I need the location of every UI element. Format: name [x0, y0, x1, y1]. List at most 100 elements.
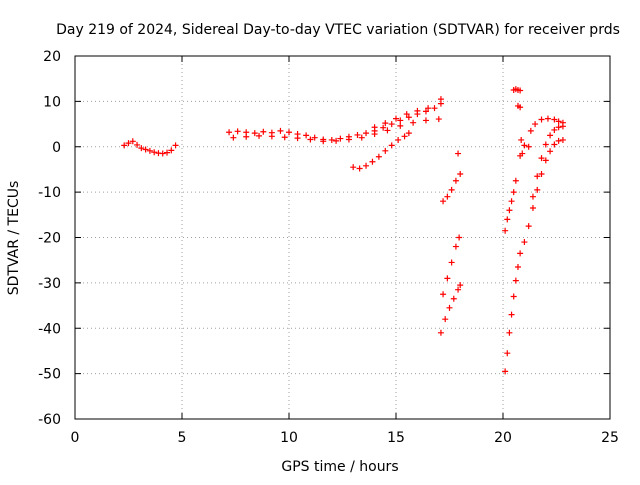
- data-point: [369, 158, 376, 165]
- data-point: [510, 293, 517, 300]
- y-tick-label: 20: [43, 49, 61, 65]
- y-tick-label: -20: [38, 231, 61, 247]
- data-point: [234, 128, 241, 135]
- data-points: [121, 86, 566, 375]
- data-point: [382, 120, 389, 127]
- x-tick-label: 25: [601, 430, 619, 446]
- data-point: [538, 170, 545, 177]
- data-point: [431, 105, 438, 112]
- data-point: [534, 173, 541, 180]
- data-point: [440, 198, 447, 205]
- data-point: [457, 282, 464, 289]
- x-tick-label: 10: [280, 430, 298, 446]
- data-point: [397, 117, 404, 124]
- data-point: [125, 140, 132, 147]
- data-point: [256, 132, 263, 139]
- data-point: [529, 205, 536, 212]
- data-point: [159, 150, 166, 157]
- data-point: [559, 136, 566, 143]
- data-point: [226, 129, 233, 136]
- data-point: [444, 275, 451, 282]
- data-point: [388, 142, 395, 149]
- data-point: [508, 198, 515, 205]
- data-point: [525, 223, 532, 230]
- data-point: [303, 132, 310, 139]
- data-point: [551, 141, 558, 148]
- data-point: [350, 164, 357, 171]
- y-axis-label: SDTVAR / TECUs: [6, 181, 22, 296]
- data-point: [134, 141, 141, 148]
- data-point: [534, 186, 541, 193]
- data-point: [547, 148, 554, 155]
- data-point: [527, 127, 534, 134]
- data-point: [538, 155, 545, 162]
- data-point: [538, 116, 545, 123]
- data-point: [506, 207, 513, 214]
- data-point: [168, 147, 175, 154]
- data-point: [146, 147, 153, 154]
- data-point: [517, 87, 524, 94]
- data-point: [172, 142, 179, 149]
- data-point: [260, 128, 267, 135]
- data-point: [512, 277, 519, 284]
- data-point: [551, 126, 558, 133]
- data-point: [395, 136, 402, 143]
- data-point: [142, 146, 149, 153]
- data-point: [455, 150, 462, 157]
- y-tick-label: 10: [43, 94, 61, 110]
- data-point: [345, 136, 352, 143]
- axis-ticks: 0 5 10 15 20 25 -60 -50 -40 -30 -20 -10 0 10 20: [38, 49, 619, 446]
- data-point: [375, 153, 382, 160]
- y-tick-label: 0: [52, 140, 61, 156]
- data-point: [448, 186, 455, 193]
- data-point: [333, 137, 340, 144]
- data-point: [384, 127, 391, 134]
- data-point: [518, 136, 525, 143]
- data-point: [422, 117, 429, 124]
- data-point: [450, 295, 457, 302]
- data-point: [129, 138, 136, 145]
- data-point: [456, 234, 463, 241]
- data-point: [504, 350, 511, 357]
- chart-title: Day 219 of 2024, Sidereal Day-to-day VTE…: [56, 22, 620, 38]
- data-point: [380, 124, 387, 131]
- data-point: [294, 135, 301, 142]
- data-point: [363, 130, 370, 137]
- data-point: [446, 304, 453, 311]
- data-point: [506, 329, 513, 336]
- data-point: [529, 193, 536, 200]
- data-point: [525, 143, 532, 150]
- data-point: [151, 149, 158, 156]
- data-point: [521, 142, 528, 149]
- data-point: [337, 135, 344, 142]
- data-point: [440, 291, 447, 298]
- data-point: [243, 133, 250, 140]
- data-point: [358, 134, 365, 141]
- data-point: [502, 227, 509, 234]
- data-point: [457, 170, 464, 177]
- data-point: [555, 118, 562, 125]
- data-point: [517, 152, 524, 159]
- data-point: [532, 121, 539, 128]
- data-point: [559, 123, 566, 130]
- data-point: [164, 149, 171, 156]
- grid: [75, 56, 610, 419]
- data-point: [448, 259, 455, 266]
- data-point: [397, 122, 404, 129]
- y-tick-label: -10: [38, 185, 61, 201]
- x-axis-label: GPS time / hours: [281, 459, 398, 475]
- data-point: [320, 138, 327, 145]
- data-point: [414, 107, 421, 114]
- data-point: [444, 193, 451, 200]
- data-point: [437, 329, 444, 336]
- data-point: [544, 115, 551, 122]
- data-point: [138, 145, 145, 152]
- y-tick-label: -50: [38, 367, 61, 383]
- data-point: [502, 368, 509, 375]
- data-point: [230, 134, 237, 141]
- data-point: [286, 129, 292, 136]
- data-point: [388, 121, 395, 128]
- data-point: [422, 108, 429, 115]
